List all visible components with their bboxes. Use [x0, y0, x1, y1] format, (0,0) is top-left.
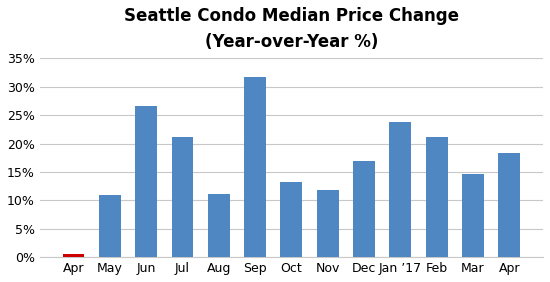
Bar: [317, 190, 339, 257]
Bar: [280, 182, 302, 257]
Bar: [353, 161, 375, 257]
Bar: [99, 195, 120, 257]
Bar: [208, 194, 230, 257]
Bar: [498, 153, 520, 257]
Bar: [244, 77, 266, 257]
Bar: [172, 137, 193, 257]
Bar: [389, 122, 411, 257]
Bar: [135, 105, 157, 257]
Title: Seattle Condo Median Price Change
(Year-over-Year %): Seattle Condo Median Price Change (Year-…: [124, 7, 459, 51]
Bar: [426, 137, 448, 257]
Bar: [63, 254, 84, 257]
Bar: [462, 174, 484, 257]
